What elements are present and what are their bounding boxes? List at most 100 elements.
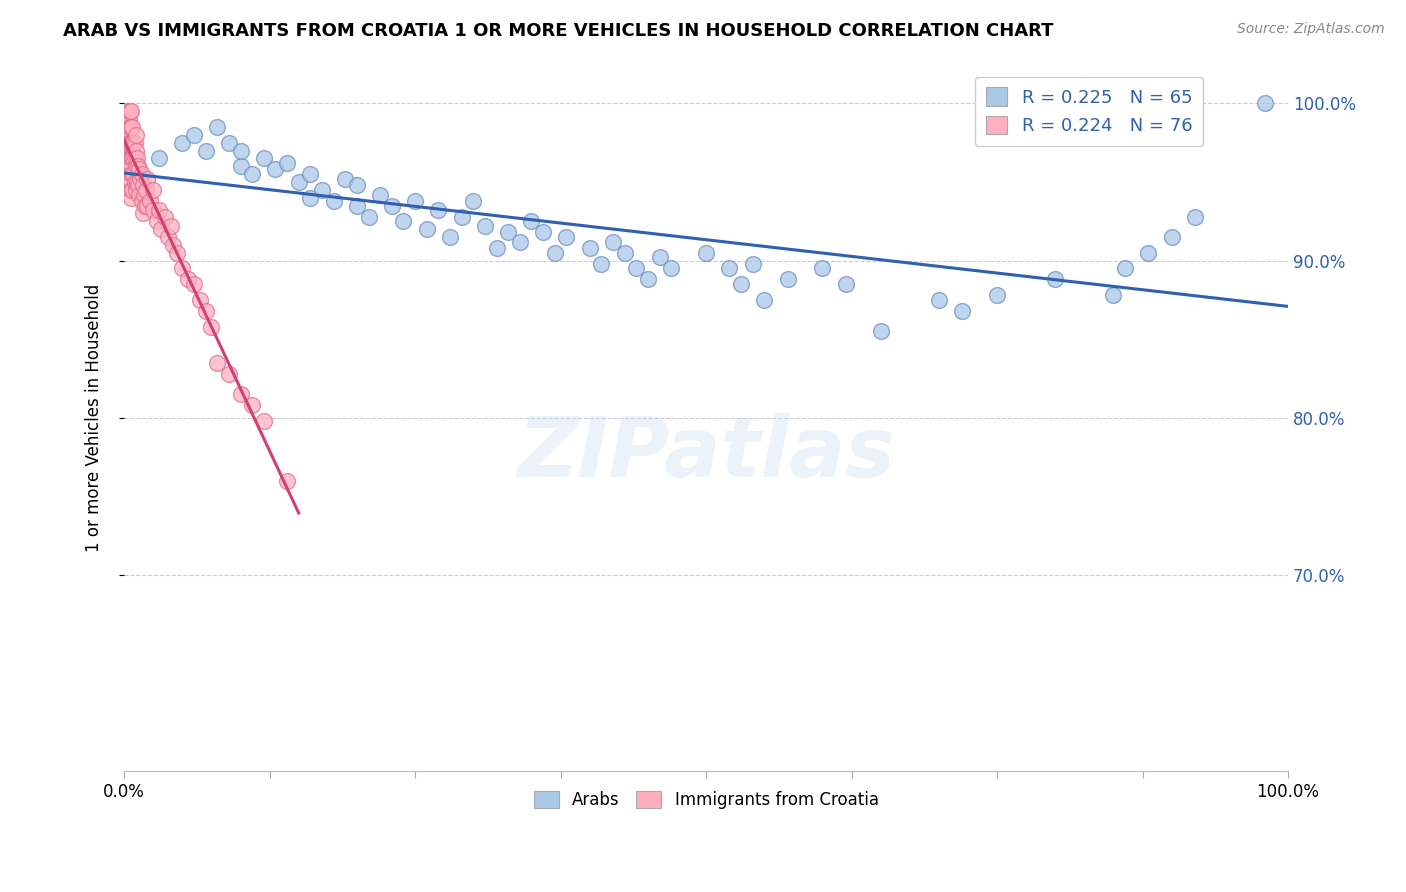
Point: [485, 241, 508, 255]
Point: [950, 303, 973, 318]
Point: [1184, 210, 1206, 224]
Point: [131, 167, 153, 181]
Point: [132, 178, 155, 193]
Point: [142, 183, 165, 197]
Point: [311, 183, 333, 197]
Point: [120, 159, 142, 173]
Point: [118, 104, 141, 119]
Text: Source: ZipAtlas.com: Source: ZipAtlas.com: [1237, 22, 1385, 37]
Text: ARAB VS IMMIGRANTS FROM CROATIA 1 OR MORE VEHICLES IN HOUSEHOLD CORRELATION CHAR: ARAB VS IMMIGRANTS FROM CROATIA 1 OR MOR…: [63, 22, 1053, 40]
Point: [118, 152, 141, 166]
Point: [194, 303, 217, 318]
Point: [120, 175, 142, 189]
Point: [218, 136, 240, 150]
Point: [439, 230, 461, 244]
Point: [183, 128, 205, 142]
Point: [125, 183, 148, 197]
Point: [120, 183, 142, 197]
Point: [157, 230, 180, 244]
Point: [835, 277, 858, 292]
Point: [120, 104, 142, 119]
Point: [145, 214, 167, 228]
Point: [613, 245, 636, 260]
Point: [124, 175, 146, 189]
Point: [229, 159, 252, 173]
Point: [118, 152, 141, 166]
Point: [121, 136, 143, 150]
Point: [132, 187, 155, 202]
Point: [115, 136, 138, 150]
Point: [125, 159, 148, 173]
Point: [188, 293, 211, 307]
Point: [578, 241, 600, 255]
Point: [121, 120, 143, 134]
Point: [120, 136, 142, 150]
Point: [404, 194, 426, 208]
Point: [172, 136, 194, 150]
Point: [135, 183, 157, 197]
Point: [520, 214, 543, 228]
Point: [741, 257, 763, 271]
Point: [1102, 288, 1125, 302]
Point: [131, 194, 153, 208]
Point: [118, 136, 141, 150]
Point: [229, 387, 252, 401]
Point: [392, 214, 415, 228]
Point: [240, 167, 263, 181]
Point: [811, 261, 834, 276]
Point: [183, 277, 205, 292]
Point: [118, 120, 141, 134]
Point: [162, 237, 184, 252]
Point: [928, 293, 950, 307]
Point: [381, 198, 404, 212]
Point: [121, 167, 143, 181]
Point: [450, 210, 472, 224]
Point: [264, 162, 287, 177]
Point: [148, 203, 170, 218]
Point: [118, 167, 141, 181]
Point: [1160, 230, 1182, 244]
Point: [122, 152, 145, 166]
Point: [200, 319, 222, 334]
Point: [776, 272, 799, 286]
Point: [509, 235, 531, 249]
Point: [177, 272, 200, 286]
Point: [129, 171, 152, 186]
Point: [346, 178, 368, 193]
Point: [986, 288, 1008, 302]
Point: [128, 187, 150, 202]
Point: [229, 144, 252, 158]
Point: [121, 152, 143, 166]
Point: [322, 194, 344, 208]
Legend: Arabs, Immigrants from Croatia: Arabs, Immigrants from Croatia: [527, 785, 886, 816]
Point: [1114, 261, 1136, 276]
Point: [368, 187, 391, 202]
Point: [637, 272, 659, 286]
Point: [159, 219, 181, 233]
Point: [474, 219, 496, 233]
Point: [125, 175, 148, 189]
Point: [544, 245, 567, 260]
Point: [148, 152, 170, 166]
Point: [335, 171, 357, 186]
Point: [150, 222, 173, 236]
Point: [122, 167, 145, 181]
Point: [253, 152, 276, 166]
Point: [1045, 272, 1067, 286]
Point: [218, 367, 240, 381]
Point: [194, 144, 217, 158]
Point: [117, 128, 139, 142]
Point: [299, 191, 322, 205]
Point: [626, 261, 648, 276]
Y-axis label: 1 or more Vehicles in Household: 1 or more Vehicles in Household: [86, 284, 103, 552]
Point: [125, 128, 148, 142]
Point: [1254, 96, 1277, 111]
Point: [207, 120, 229, 134]
Point: [117, 144, 139, 158]
Point: [166, 245, 188, 260]
Point: [134, 198, 156, 212]
Point: [117, 104, 139, 119]
Point: [132, 206, 155, 220]
Point: [115, 120, 138, 134]
Point: [276, 474, 298, 488]
